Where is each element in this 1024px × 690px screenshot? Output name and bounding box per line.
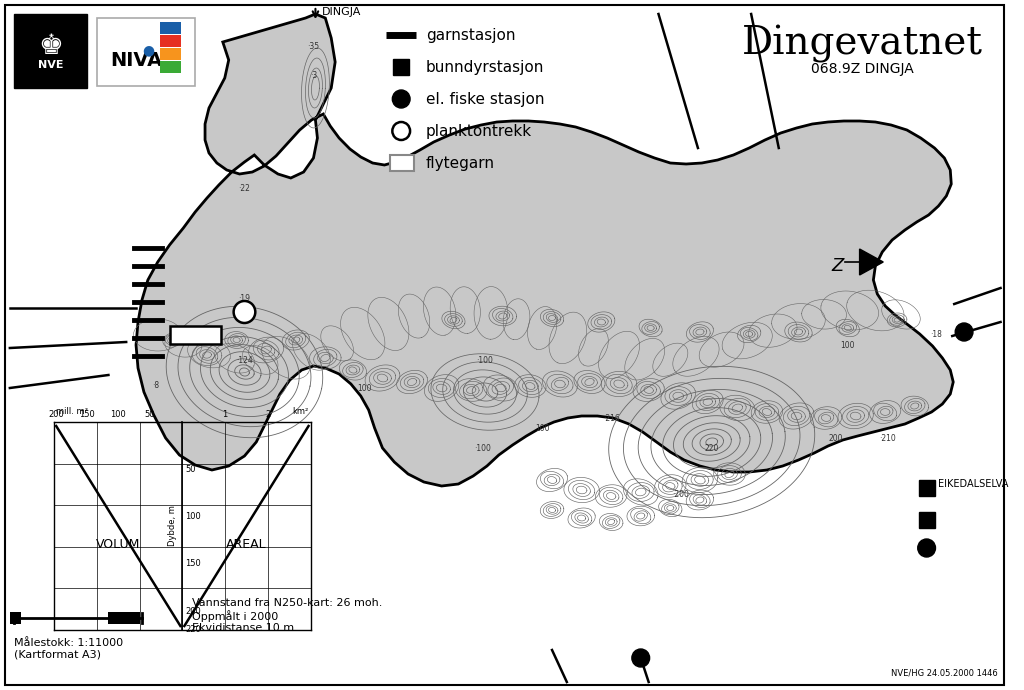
- Text: ♚: ♚: [38, 32, 62, 60]
- Circle shape: [233, 301, 255, 323]
- Text: ·3: ·3: [310, 70, 317, 79]
- Text: NVE/HG 24.05.2000 1446: NVE/HG 24.05.2000 1446: [891, 669, 997, 678]
- Circle shape: [392, 90, 410, 108]
- Text: 50: 50: [144, 410, 155, 419]
- Polygon shape: [859, 249, 884, 275]
- Text: 2: 2: [265, 410, 270, 419]
- Text: ·200: ·200: [672, 489, 688, 498]
- Text: AREAL: AREAL: [226, 538, 267, 551]
- Text: Dybde, m: Dybde, m: [168, 506, 177, 546]
- Text: 100: 100: [535, 424, 550, 433]
- Text: 068.9Z DINGJA: 068.9Z DINGJA: [811, 62, 914, 76]
- Circle shape: [392, 122, 410, 140]
- Text: EIKEDALSELVA: EIKEDALSELVA: [938, 479, 1009, 489]
- Text: Z: Z: [831, 257, 844, 275]
- Text: VOLUM: VOLUM: [96, 538, 140, 551]
- Bar: [170, 326, 221, 344]
- Text: ·100: ·100: [476, 355, 494, 364]
- Text: ·18: ·18: [931, 330, 942, 339]
- Text: km²: km²: [292, 407, 308, 416]
- Text: 220: 220: [705, 444, 719, 453]
- Text: 50: 50: [185, 465, 196, 474]
- Text: ·124: ·124: [237, 355, 253, 364]
- Text: NIVA: NIVA: [110, 51, 162, 70]
- Bar: [160, 61, 181, 73]
- Text: ·35: ·35: [307, 41, 319, 50]
- Text: Målestokk: 1:11000
(Kartformat A3): Målestokk: 1:11000 (Kartformat A3): [13, 638, 123, 660]
- Text: ·22: ·22: [239, 184, 251, 193]
- Text: 1: 1: [222, 410, 227, 419]
- Text: Vannstand fra N250-kart: 26 moh.
Oppmålt i 2000
Ekvidistanse 10 m: Vannstand fra N250-kart: 26 moh. Oppmålt…: [193, 598, 383, 633]
- Circle shape: [632, 649, 649, 667]
- Text: flytegarn: flytegarn: [426, 155, 495, 170]
- Bar: [160, 48, 181, 60]
- Text: ·100: ·100: [474, 444, 492, 453]
- Text: DINGJA: DINGJA: [323, 7, 361, 17]
- Text: Dingevatnet: Dingevatnet: [742, 25, 983, 63]
- Text: NVE: NVE: [38, 60, 63, 70]
- Text: ·8: ·8: [153, 380, 160, 389]
- Text: garnstasjon: garnstasjon: [426, 28, 515, 43]
- Bar: [13, 14, 87, 88]
- Text: 100: 100: [111, 410, 126, 419]
- Text: ·19: ·19: [239, 293, 251, 302]
- Text: 200: 200: [185, 607, 201, 615]
- Bar: [10, 612, 20, 624]
- Text: 150: 150: [80, 410, 95, 419]
- Text: 150: 150: [185, 560, 201, 569]
- Text: mill. m³: mill. m³: [56, 407, 88, 416]
- Bar: [160, 35, 181, 47]
- Bar: [160, 22, 181, 34]
- Text: 100: 100: [841, 340, 855, 350]
- Text: 220: 220: [185, 626, 201, 635]
- Circle shape: [918, 539, 936, 557]
- Bar: [393, 59, 410, 75]
- Text: planktontrekk: planktontrekk: [426, 124, 532, 139]
- Text: 100: 100: [357, 384, 372, 393]
- Bar: [109, 612, 140, 624]
- Circle shape: [955, 323, 973, 341]
- Text: el. fiske stasjon: el. fiske stasjon: [426, 92, 545, 106]
- Text: bunndyrstasjon: bunndyrstasjon: [426, 59, 544, 75]
- Bar: [96, 18, 196, 86]
- Text: ●: ●: [141, 43, 154, 57]
- Text: ·216: ·216: [603, 413, 620, 422]
- Text: 200: 200: [828, 433, 843, 442]
- Bar: [919, 512, 935, 528]
- Polygon shape: [136, 14, 953, 486]
- Text: 200: 200: [48, 410, 65, 419]
- Bar: [390, 155, 414, 171]
- Text: ·210: ·210: [879, 433, 896, 442]
- Text: 100: 100: [185, 512, 201, 521]
- Bar: [919, 480, 935, 496]
